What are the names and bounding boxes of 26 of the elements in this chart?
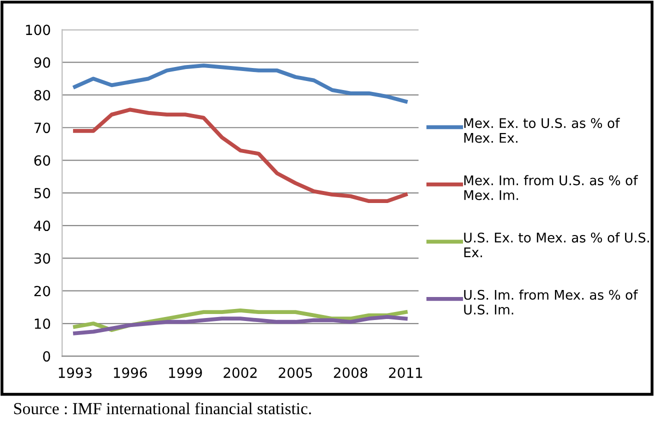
y-tick-label: 40 bbox=[34, 220, 50, 232]
y-tick-label: 0 bbox=[43, 351, 50, 362]
x-tick-label: 1993 bbox=[58, 368, 92, 378]
x-tick-label: 2002 bbox=[224, 368, 257, 378]
legend-label: Mex. Im. from U.S. as % of Mex. Im. bbox=[464, 175, 638, 200]
y-tick-label: 10 bbox=[34, 318, 50, 329]
legend-label: Mex. Ex. to U.S. as % of Mex. Ex. bbox=[464, 118, 620, 143]
x-tick-label: 2011 bbox=[389, 368, 422, 378]
line-series bbox=[73, 315, 408, 336]
line-series bbox=[73, 64, 408, 104]
x-tick-label: 1996 bbox=[114, 368, 147, 378]
y-tick-label: 50 bbox=[34, 188, 50, 198]
source-note: Source : IMF international financial statistic. bbox=[14, 402, 311, 414]
y-tick-label: 60 bbox=[34, 155, 50, 166]
y-tick-label: 100 bbox=[26, 24, 50, 36]
y-tick-label: 30 bbox=[34, 253, 50, 264]
x-tick-label: 1999 bbox=[169, 368, 202, 378]
legend-label: U.S. Im. from Mex. as % of U.S. Im. bbox=[464, 290, 638, 315]
line-series bbox=[73, 108, 408, 204]
y-tick-label: 90 bbox=[34, 57, 50, 68]
x-tick-label: 2008 bbox=[334, 368, 368, 378]
y-tick-label: 70 bbox=[34, 122, 50, 134]
y-tick-label: 80 bbox=[34, 90, 50, 100]
y-tick-label: 20 bbox=[34, 286, 50, 296]
legend-label: U.S. Ex. to Mex. as % of U.S. Ex. bbox=[464, 232, 649, 258]
x-tick-label: 2005 bbox=[278, 368, 312, 378]
